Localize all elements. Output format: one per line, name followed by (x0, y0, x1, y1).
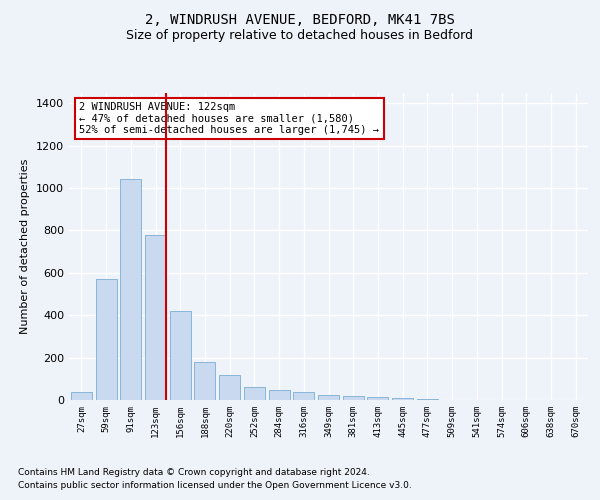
Text: 2 WINDRUSH AVENUE: 122sqm
← 47% of detached houses are smaller (1,580)
52% of se: 2 WINDRUSH AVENUE: 122sqm ← 47% of detac… (79, 102, 379, 135)
Bar (95, 279, 116, 400)
Bar (71, 392, 92, 400)
Y-axis label: Number of detached properties: Number of detached properties (20, 158, 31, 334)
Bar (318, 394, 339, 400)
Bar (170, 311, 191, 400)
Bar (244, 388, 265, 400)
Bar (269, 390, 290, 400)
Bar (219, 374, 240, 400)
Text: Size of property relative to detached houses in Bedford: Size of property relative to detached ho… (127, 28, 473, 42)
Bar (367, 397, 388, 400)
Text: 2, WINDRUSH AVENUE, BEDFORD, MK41 7BS: 2, WINDRUSH AVENUE, BEDFORD, MK41 7BS (145, 13, 455, 27)
Bar (293, 392, 314, 400)
Bar (392, 398, 413, 400)
Text: Contains public sector information licensed under the Open Government Licence v3: Contains public sector information licen… (18, 480, 412, 490)
Text: Contains HM Land Registry data © Crown copyright and database right 2024.: Contains HM Land Registry data © Crown c… (18, 468, 370, 477)
Bar (145, 234, 166, 400)
Bar (417, 399, 438, 400)
Bar (194, 362, 215, 400)
Bar (120, 180, 141, 400)
Bar (343, 396, 364, 400)
